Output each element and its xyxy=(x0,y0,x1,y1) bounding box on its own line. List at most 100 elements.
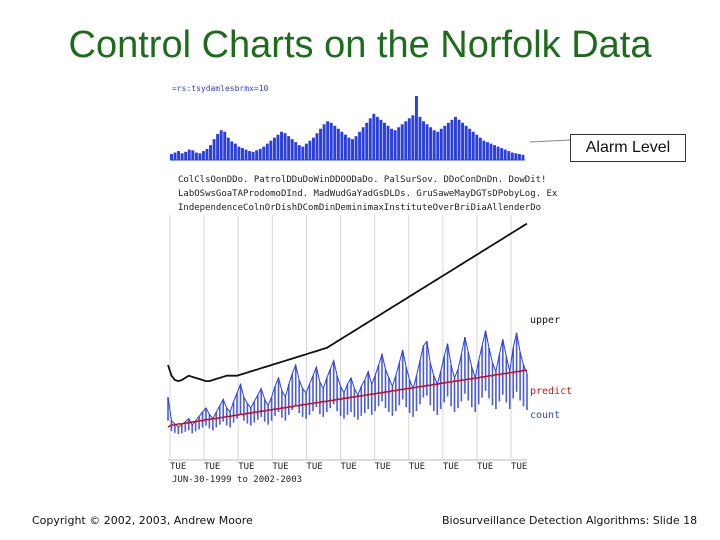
alarm-bar xyxy=(287,136,291,160)
alarm-bar xyxy=(237,146,241,160)
alarm-bar xyxy=(223,131,227,160)
alarm-bar xyxy=(173,152,177,160)
alarm-bar xyxy=(198,153,202,160)
alarm-bar xyxy=(397,127,401,160)
alarm-bar xyxy=(226,137,230,160)
alarm-bar xyxy=(276,134,280,160)
date-label: JUN-30-1999 to 2002-2003 xyxy=(172,475,302,485)
alarm-bar xyxy=(514,153,518,160)
alarm-bar xyxy=(478,137,482,160)
alarm-bar xyxy=(177,151,181,160)
series-line-predict xyxy=(167,369,527,428)
strip-header-label: =rs:tsydamlesbrmx=10 xyxy=(172,84,269,93)
alarm-bar xyxy=(489,143,493,160)
alarm-bar xyxy=(194,152,198,160)
alarm-bar xyxy=(205,148,209,160)
alarm-bar xyxy=(383,122,386,160)
copyright-footer: Copyright © 2002, 2003, Andrew Moore xyxy=(32,514,253,527)
alarm-bar xyxy=(407,118,411,160)
alarm-bar xyxy=(319,128,323,160)
alarm-bar xyxy=(450,119,454,160)
alarm-bar xyxy=(493,145,496,160)
alarm-bar xyxy=(436,131,440,160)
alarm-bar xyxy=(361,127,365,160)
alarm-level-label: Alarm Level xyxy=(570,134,686,162)
alarm-bar xyxy=(244,149,248,160)
alarm-bar xyxy=(422,121,425,160)
alarm-bar xyxy=(347,137,351,160)
alarm-bar xyxy=(461,122,465,160)
alarm-bar xyxy=(294,142,298,160)
alarm-bar xyxy=(301,146,305,160)
alarm-bar xyxy=(216,133,220,160)
alarm-bar xyxy=(212,139,216,160)
alarm-bar xyxy=(191,150,195,160)
alarm-bar xyxy=(471,131,475,160)
x-tick-label: TUE xyxy=(477,462,493,472)
x-tick-label: TUE xyxy=(204,462,220,472)
alarm-bar xyxy=(372,113,376,160)
alarm-bar xyxy=(251,151,255,160)
header-row-3: IndependenceColnOrDishDComDinDeminimaxIn… xyxy=(178,203,541,213)
alarm-bar xyxy=(333,125,337,160)
count-label: count xyxy=(530,410,560,421)
alarm-bar xyxy=(365,122,369,160)
alarm-bar xyxy=(517,154,521,160)
alarm-bar xyxy=(283,133,287,160)
x-tick-label: TUE xyxy=(375,462,391,472)
x-tick-labels: TUE TUE TUE TUE TUE TUE TUE TUE TUE TUE TUE xyxy=(170,462,527,472)
alarm-bar xyxy=(340,131,344,160)
alarm-bar xyxy=(290,139,294,160)
header-row-1: ColClsOonDDo. PatrolDDuDoWinDDOODaDo. Pa… xyxy=(178,175,546,185)
alarm-bar xyxy=(404,121,408,160)
upper-label: upper xyxy=(530,315,560,326)
alarm-bar xyxy=(248,151,252,160)
alarm-bar xyxy=(390,128,394,160)
alarm-bar xyxy=(400,124,404,160)
x-tick-label: TUE xyxy=(443,462,459,472)
alarm-bar xyxy=(510,152,514,160)
alarm-bar xyxy=(265,143,269,160)
x-tick-label: TUE xyxy=(272,462,288,472)
x-tick-label: TUE xyxy=(306,462,322,472)
alarm-bar xyxy=(269,140,273,160)
alarm-bar xyxy=(443,125,447,160)
alarm-bar xyxy=(468,128,472,160)
alarm-bar xyxy=(312,137,315,160)
vertical-gridlines xyxy=(168,215,527,461)
alarm-bar xyxy=(187,149,191,160)
alarm-bar xyxy=(500,148,504,160)
x-tick-label: TUE xyxy=(170,462,186,472)
alarm-bar xyxy=(233,143,237,160)
alarm-bar xyxy=(354,136,358,160)
header-row-2: LabOSwsGoaTAProdomoDInd. MadWudGaYadGsDL… xyxy=(178,189,558,199)
alarm-bar xyxy=(418,116,422,160)
alarm-bar xyxy=(393,130,397,160)
alarm-bar xyxy=(201,151,205,160)
predict-label: predict xyxy=(530,386,572,397)
alarm-bar xyxy=(496,146,500,160)
alarm-bar xyxy=(336,128,340,160)
alarm-strip xyxy=(170,96,525,161)
alarm-bar xyxy=(446,122,450,160)
alarm-bar xyxy=(326,121,330,160)
alarm-bar xyxy=(280,131,283,160)
alarm-bar xyxy=(315,133,319,160)
alarm-bar xyxy=(180,153,184,160)
alarm-bar xyxy=(170,154,173,160)
alarm-bar xyxy=(209,145,212,160)
alarm-bar xyxy=(386,125,390,160)
x-tick-label: TUE xyxy=(511,462,527,472)
alarm-bar xyxy=(464,125,468,160)
series-line-count xyxy=(167,330,528,428)
alarm-bar xyxy=(304,143,308,160)
alarm-bar xyxy=(414,96,418,160)
alarm-bar xyxy=(425,124,429,160)
alarm-bar xyxy=(375,116,379,160)
alarm-bar xyxy=(507,151,511,160)
page-title: Control Charts on the Norfolk Data xyxy=(68,24,652,66)
alarm-bar xyxy=(482,140,486,160)
alarm-bar xyxy=(454,116,457,160)
series-line-upper xyxy=(167,222,528,383)
